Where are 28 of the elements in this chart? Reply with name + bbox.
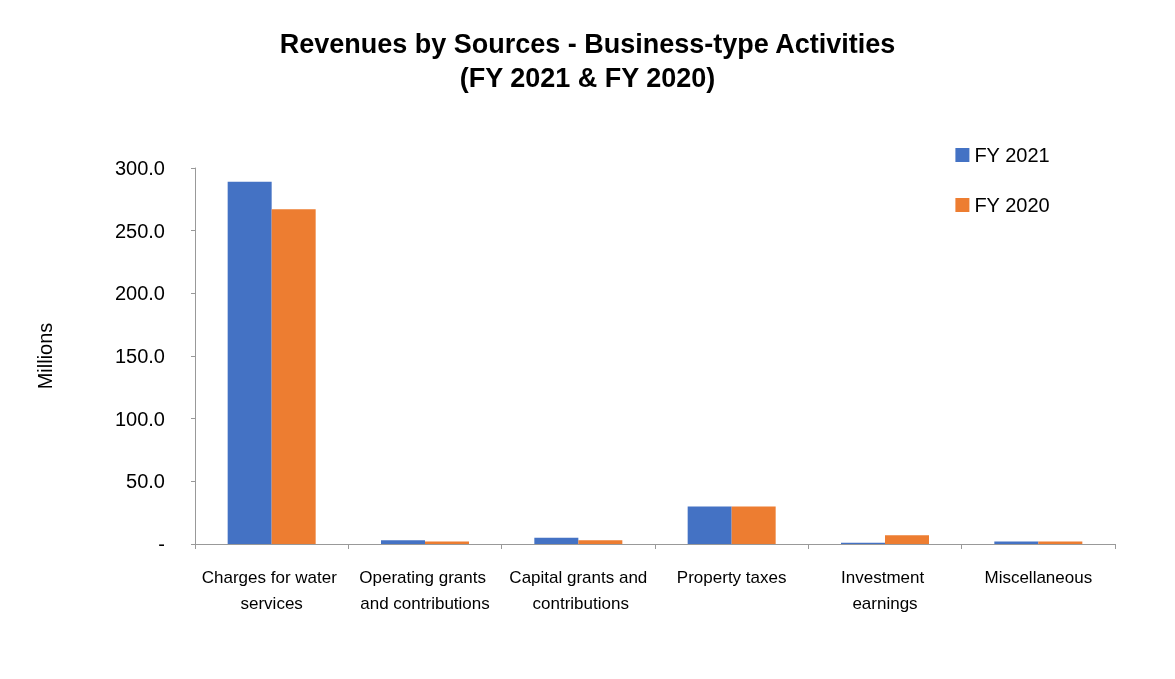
bar <box>381 540 425 544</box>
y-tick-label: 200.0 <box>114 282 165 305</box>
y-tick-label: 300.0 <box>114 157 165 179</box>
y-tick-label: 250.0 <box>114 219 165 242</box>
bar <box>687 506 732 544</box>
bar <box>578 540 623 544</box>
y-tick-label: 100.0 <box>114 407 165 430</box>
y-tick-label: 50.0 <box>126 470 165 493</box>
bar <box>731 506 776 544</box>
bar <box>885 535 929 544</box>
bar <box>534 537 579 544</box>
bar <box>271 209 316 544</box>
x-tick-label: Charges for water services <box>201 567 342 613</box>
x-tick-label: Capital grants and contributions <box>509 567 648 613</box>
x-tick-label: Miscellaneous <box>984 567 1093 587</box>
chart-title: Revenues by Sources - Business-type Activities (FY 2021 & FY 2020) <box>279 29 896 93</box>
y-tick-label: 150.0 <box>114 345 165 367</box>
legend-label: FY 2020 <box>974 194 1050 216</box>
x-tick-label: Operating grants and contributions <box>359 567 491 613</box>
bar <box>994 541 1039 544</box>
legend-label: FY 2021 <box>974 144 1050 166</box>
bar <box>425 541 469 544</box>
x-tick-label: Investment earnings <box>841 567 929 613</box>
bar <box>1038 541 1083 544</box>
x-tick-label: Property taxes <box>676 567 787 587</box>
y-tick-label: - <box>158 533 165 555</box>
y-axis-title: Millions <box>34 322 56 390</box>
bar <box>227 181 272 544</box>
